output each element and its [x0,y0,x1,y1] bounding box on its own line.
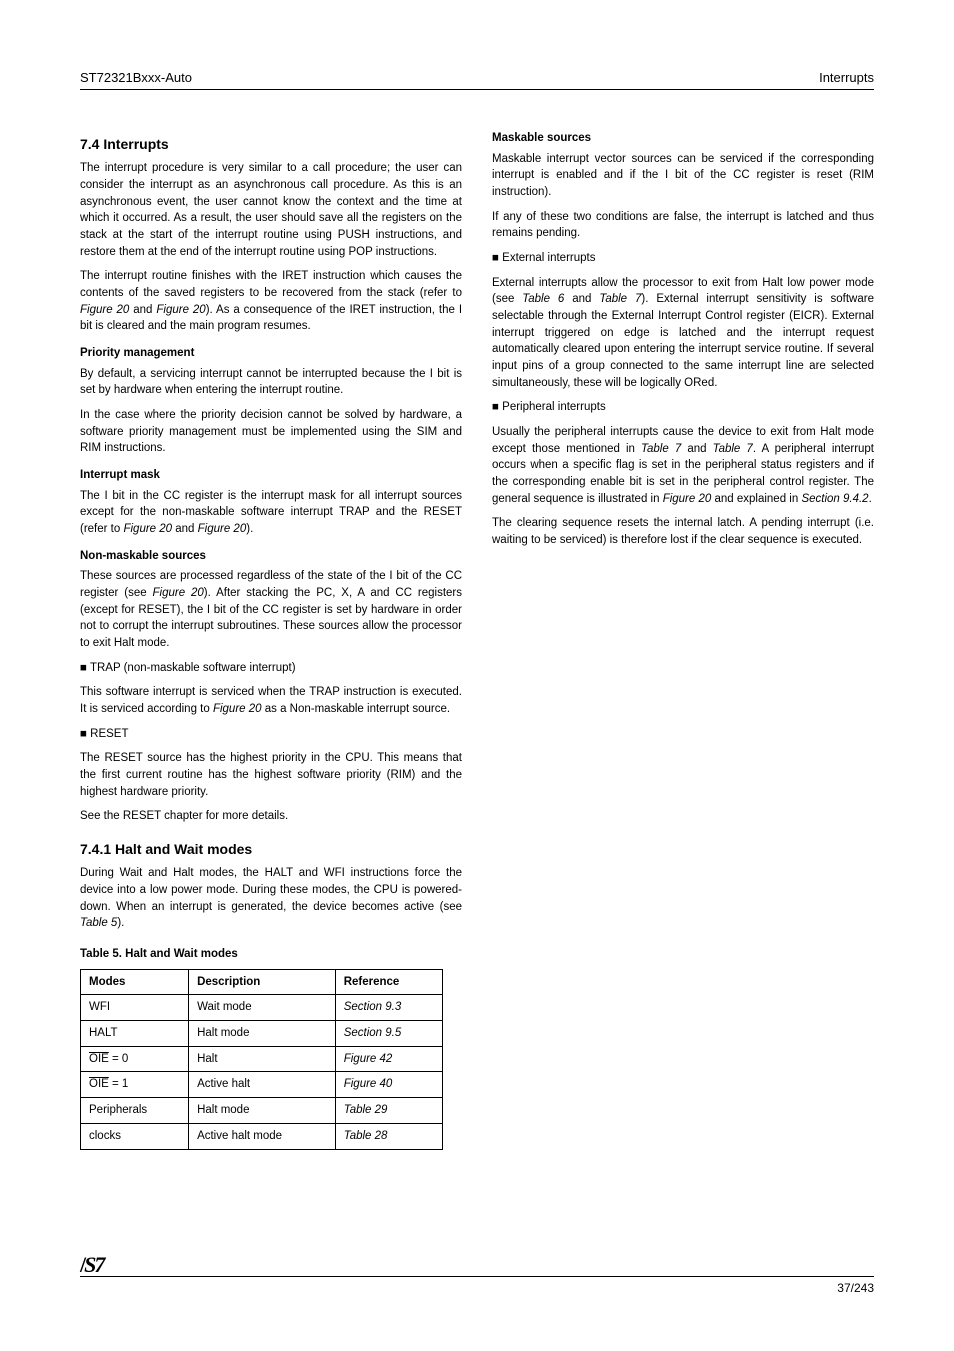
table-cell: Halt mode [189,1021,336,1047]
th-modes: Modes [81,969,189,995]
bullet-trap: ■ TRAP (non-maskable software interrupt) [80,660,462,677]
right-column: Maskable sources Maskable interrupt vect… [492,120,874,1150]
table-cell: Peripherals [81,1098,189,1124]
table-row: HALTHalt modeSection 9.5 [81,1021,443,1047]
table-row: OIE = 1Active haltFigure 40 [81,1072,443,1098]
para: These sources are processed regardless o… [80,568,462,651]
para: The clearing sequence resets the interna… [492,515,874,548]
para: This software interrupt is serviced when… [80,684,462,717]
ref-figure: Figure 20 [213,703,262,715]
th-desc: Description [189,969,336,995]
para: Maskable interrupt vector sources can be… [492,151,874,201]
table-cell: Halt [189,1046,336,1072]
ref-table: Table 5 [80,917,117,929]
table-caption: Table 5. Halt and Wait modes [80,946,462,963]
table-cell: Table 28 [335,1123,442,1149]
bullet-external: ■ External interrupts [492,250,874,267]
subhead-nonmaskable: Non-maskable sources [80,548,462,565]
table-cell: OIE = 0 [81,1046,189,1072]
para: External interrupts allow the processor … [492,275,874,392]
table-cell: Figure 42 [335,1046,442,1072]
page-number: 37/243 [80,1281,874,1295]
ref-figure: Figure 20 [80,304,129,316]
ref-table: Table 7 [641,443,681,455]
th-ref: Reference [335,969,442,995]
ref-figure: Figure 20 [153,587,204,599]
bullet-peripheral: ■ Peripheral interrupts [492,399,874,416]
ref-table: Table 6 [522,293,564,305]
ref-figure: Figure 20 [663,493,712,505]
para: The interrupt routine finishes with the … [80,268,462,335]
st-logo: /S7 [80,1252,103,1278]
para: See the RESET chapter for more details. [80,808,462,825]
halt-wait-table: Modes Description Reference WFIWait mode… [80,969,443,1150]
table-cell: WFI [81,995,189,1021]
table-cell: Active halt [189,1072,336,1098]
subhead-maskable: Maskable sources [492,130,874,147]
table-cell: Section 9.5 [335,1021,442,1047]
left-column: 7.4 Interrupts The interrupt procedure i… [80,120,462,1150]
ref-section: Section 9.4.2 [801,493,868,505]
table-cell: clocks [81,1123,189,1149]
subhead-priority: Priority management [80,345,462,362]
para: By default, a servicing interrupt cannot… [80,366,462,399]
table-row: clocksActive halt modeTable 28 [81,1123,443,1149]
section-halt-wait: 7.4.1 Halt and Wait modes [80,839,462,859]
table-cell: OIE = 1 [81,1072,189,1098]
table-cell: Active halt mode [189,1123,336,1149]
table-cell: Section 9.3 [335,995,442,1021]
header-right: Interrupts [819,70,874,85]
ref-table: Table 7 [599,293,641,305]
table-row: OIE = 0HaltFigure 42 [81,1046,443,1072]
subhead-mask: Interrupt mask [80,467,462,484]
ref-figure: Figure 20 [198,523,247,535]
para: The interrupt procedure is very similar … [80,160,462,260]
header-left: ST72321Bxxx-Auto [80,70,192,85]
para: The I bit in the CC register is the inte… [80,488,462,538]
ref-figure: Figure 20 [156,304,205,316]
para: If any of these two conditions are false… [492,209,874,242]
para: During Wait and Halt modes, the HALT and… [80,865,462,932]
table-cell: Figure 40 [335,1072,442,1098]
para: The RESET source has the highest priorit… [80,750,462,800]
footer: /S7 37/243 [80,1259,874,1295]
bullet-reset: ■ RESET [80,726,462,743]
ref-figure: Figure 20 [123,523,172,535]
para: Usually the peripheral interrupts cause … [492,424,874,507]
table-row: PeripheralsHalt modeTable 29 [81,1098,443,1124]
ref-table: Table 7 [713,443,753,455]
table-cell: Table 29 [335,1098,442,1124]
para: In the case where the priority decision … [80,407,462,457]
section-interrupts: 7.4 Interrupts [80,134,462,154]
table-cell: Wait mode [189,995,336,1021]
table-row: WFIWait modeSection 9.3 [81,995,443,1021]
table-cell: Halt mode [189,1098,336,1124]
table-cell: HALT [81,1021,189,1047]
